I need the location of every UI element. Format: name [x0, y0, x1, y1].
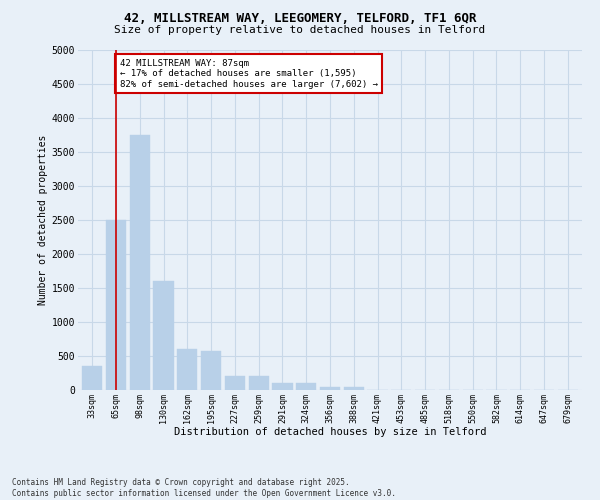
Bar — [344, 386, 364, 390]
Text: 42, MILLSTREAM WAY, LEEGOMERY, TELFORD, TF1 6QR: 42, MILLSTREAM WAY, LEEGOMERY, TELFORD, … — [124, 12, 476, 26]
Bar — [82, 366, 103, 390]
Bar — [177, 349, 197, 390]
X-axis label: Distribution of detached houses by size in Telford: Distribution of detached houses by size … — [174, 427, 486, 437]
Bar — [320, 386, 340, 390]
Text: Contains HM Land Registry data © Crown copyright and database right 2025.
Contai: Contains HM Land Registry data © Crown c… — [12, 478, 396, 498]
Bar — [296, 383, 316, 390]
Bar — [201, 350, 221, 390]
Text: 42 MILLSTREAM WAY: 87sqm
← 17% of detached houses are smaller (1,595)
82% of sem: 42 MILLSTREAM WAY: 87sqm ← 17% of detach… — [119, 59, 377, 88]
Bar — [106, 220, 126, 390]
Bar — [272, 383, 293, 390]
Text: Size of property relative to detached houses in Telford: Size of property relative to detached ho… — [115, 25, 485, 35]
Bar — [130, 135, 150, 390]
Bar — [248, 376, 269, 390]
Bar — [154, 281, 173, 390]
Y-axis label: Number of detached properties: Number of detached properties — [38, 135, 47, 305]
Bar — [225, 376, 245, 390]
